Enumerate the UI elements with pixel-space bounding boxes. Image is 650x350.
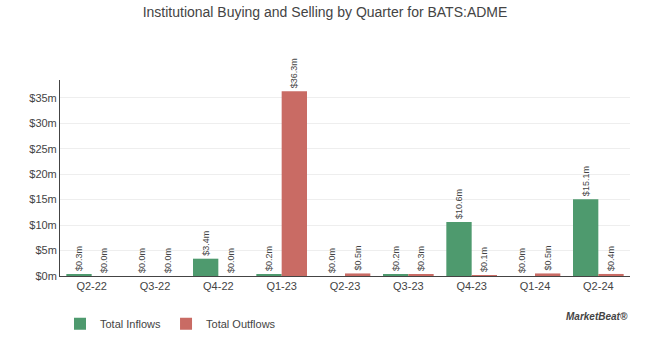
svg-text:$35m: $35m	[29, 92, 57, 104]
svg-text:$0.1m: $0.1m	[479, 247, 489, 272]
svg-text:$0.5m: $0.5m	[353, 245, 363, 270]
svg-text:$5m: $5m	[35, 244, 56, 256]
svg-text:$0.3m: $0.3m	[74, 246, 84, 271]
svg-text:Q3-22: Q3-22	[140, 280, 171, 292]
svg-text:Q4-22: Q4-22	[203, 280, 234, 292]
svg-text:$3.4m: $3.4m	[201, 231, 211, 256]
svg-text:$15.1m: $15.1m	[581, 166, 591, 196]
svg-text:Institutional Buying and Selli: Institutional Buying and Selling by Quar…	[143, 4, 508, 20]
svg-text:$0.0m: $0.0m	[226, 248, 236, 273]
svg-text:$0.0m: $0.0m	[163, 248, 173, 273]
svg-text:$0.2m: $0.2m	[391, 246, 401, 271]
svg-text:$0.0m: $0.0m	[99, 248, 109, 273]
svg-text:Q3-23: Q3-23	[393, 280, 424, 292]
svg-text:Q2-23: Q2-23	[330, 280, 361, 292]
svg-text:Q1-23: Q1-23	[266, 280, 297, 292]
svg-text:$25m: $25m	[29, 143, 57, 155]
svg-text:Q1-24: Q1-24	[520, 280, 551, 292]
svg-text:$0.2m: $0.2m	[264, 246, 274, 271]
svg-text:MarketBeat®: MarketBeat®	[566, 311, 628, 322]
svg-text:$0m: $0m	[35, 270, 56, 282]
svg-text:Q2-24: Q2-24	[583, 280, 614, 292]
svg-text:$20m: $20m	[29, 168, 57, 180]
svg-text:$0.3m: $0.3m	[416, 246, 426, 271]
svg-text:Q2-22: Q2-22	[76, 280, 107, 292]
svg-text:$0.4m: $0.4m	[606, 246, 616, 271]
svg-text:Total Inflows: Total Inflows	[100, 318, 161, 330]
svg-text:$15m: $15m	[29, 193, 57, 205]
svg-text:$0.0m: $0.0m	[517, 248, 527, 273]
svg-text:$0.0m: $0.0m	[327, 248, 337, 273]
svg-text:$30m: $30m	[29, 117, 57, 129]
svg-text:Q4-23: Q4-23	[456, 280, 487, 292]
svg-text:$10.6m: $10.6m	[454, 189, 464, 219]
svg-text:$0.5m: $0.5m	[543, 245, 553, 270]
svg-text:$10m: $10m	[29, 219, 57, 231]
svg-text:$0.0m: $0.0m	[137, 248, 147, 273]
svg-text:$36.3m: $36.3m	[289, 58, 299, 88]
svg-text:Total Outflows: Total Outflows	[206, 318, 276, 330]
